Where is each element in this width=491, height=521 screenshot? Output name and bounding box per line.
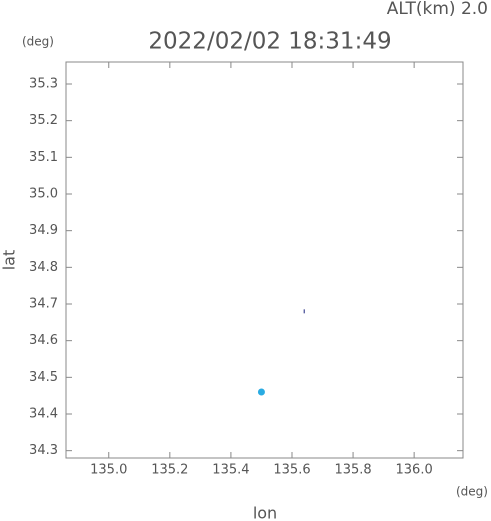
x-tick-label: 135.0	[90, 463, 127, 478]
y-unit: (deg)	[22, 35, 54, 49]
y-tick-label: 34.3	[29, 443, 58, 458]
x-tick-label: 135.2	[151, 463, 188, 478]
y-tick-label: 35.2	[29, 113, 58, 128]
y-tick-label: 34.5	[29, 370, 58, 385]
y-tick-label: 35.1	[29, 150, 58, 165]
y-tick-label: 34.7	[29, 297, 58, 312]
y-tick-label: 35.0	[29, 187, 58, 202]
point	[257, 388, 265, 396]
x-axis-label: lon	[253, 504, 277, 521]
y-tick-label: 34.6	[29, 333, 58, 348]
y-tick-label: 34.9	[29, 223, 58, 238]
x-tick-label: 135.4	[212, 463, 249, 478]
x-unit: (deg)	[456, 485, 488, 499]
chart-title: 2022/02/02 18:31:49	[148, 29, 391, 55]
x-tick-label: 135.8	[334, 463, 371, 478]
x-tick-label: 136.0	[396, 463, 433, 478]
y-tick-label: 34.8	[29, 260, 58, 275]
x-tick-label: 135.6	[273, 463, 310, 478]
annotation: ALT(km) 2.0	[387, 0, 488, 19]
plot-frame	[65, 61, 464, 459]
y-tick-label: 34.4	[29, 407, 58, 422]
y-tick-label: 35.3	[29, 77, 58, 92]
y-axis-label: lat	[0, 250, 19, 271]
